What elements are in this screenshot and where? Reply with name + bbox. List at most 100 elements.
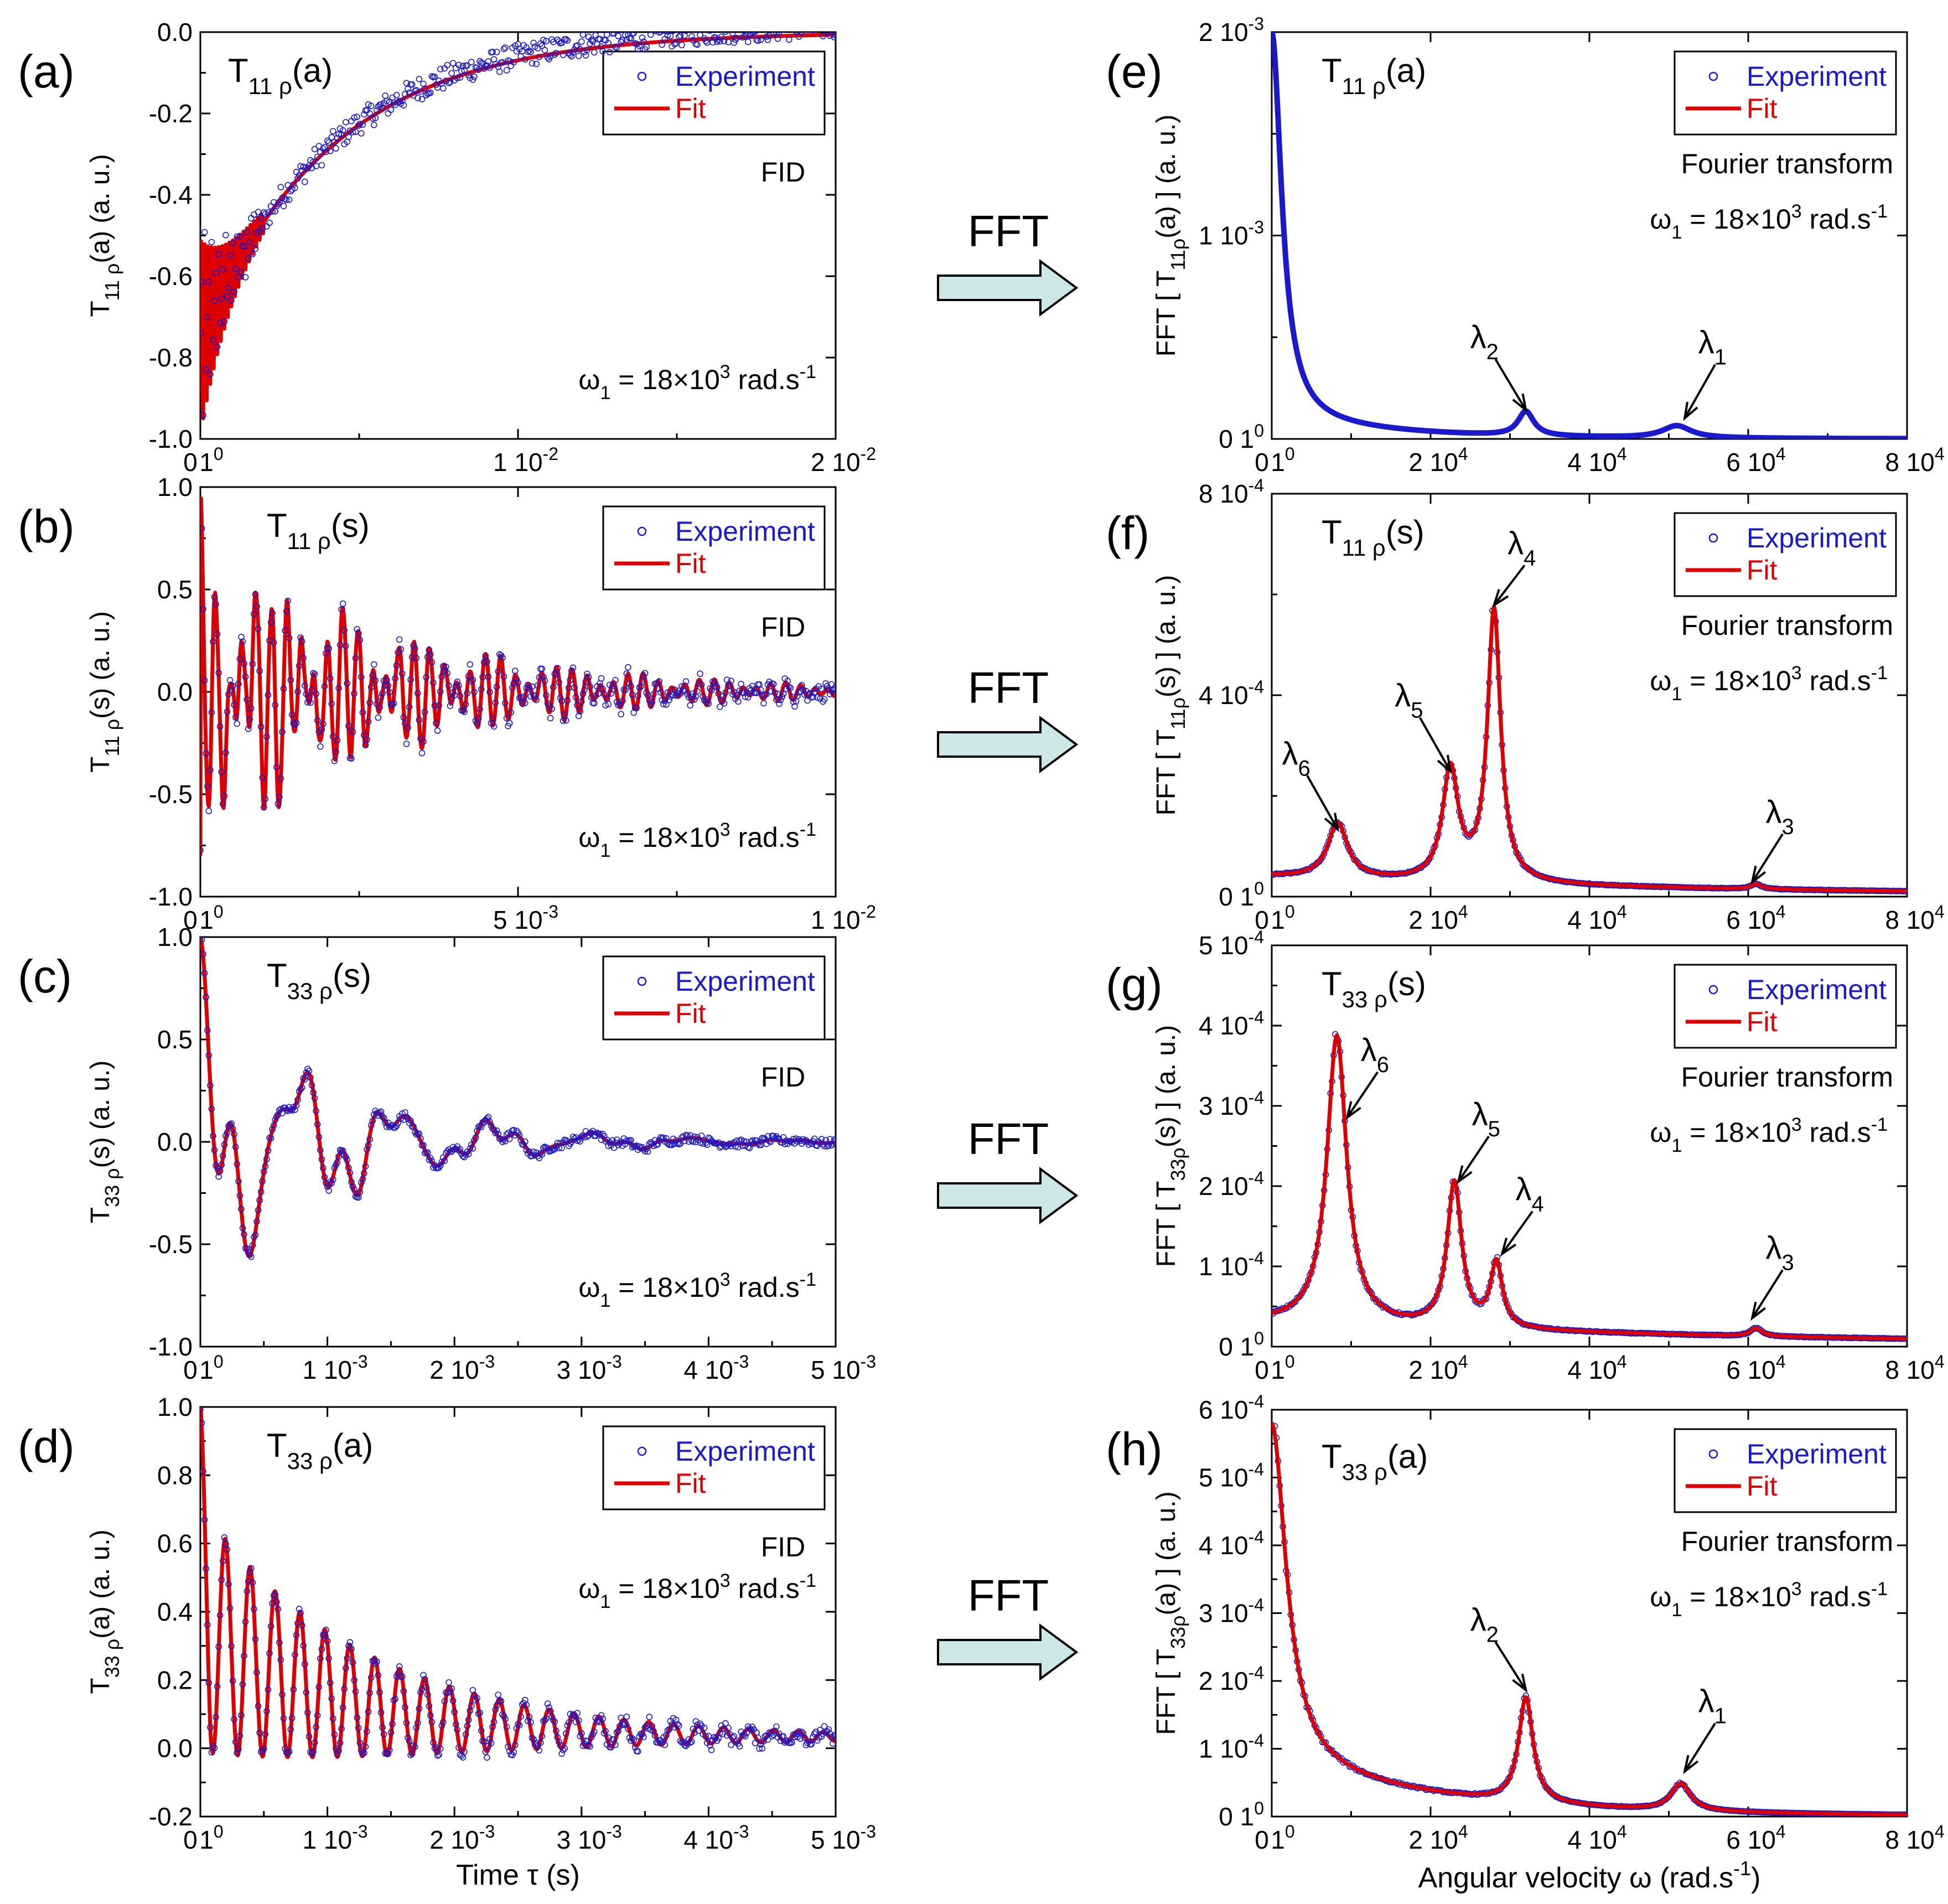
data-point <box>383 97 390 104</box>
data-point <box>779 26 785 32</box>
legend-fit-label: Fit <box>675 1468 706 1499</box>
data-point <box>417 1135 424 1142</box>
data-point <box>465 1716 472 1724</box>
y-tick-label: 0.0 <box>157 1734 193 1763</box>
data-point <box>201 1517 208 1523</box>
data-point <box>392 675 398 682</box>
x-tick-label: 2 104 <box>1408 1352 1468 1384</box>
data-point <box>292 721 298 728</box>
data-point <box>367 102 375 110</box>
data-point <box>216 1167 224 1175</box>
data-point <box>263 1156 270 1163</box>
data-point <box>685 1138 692 1145</box>
data-point <box>609 683 616 690</box>
data-point <box>557 695 564 701</box>
data-point <box>200 1407 204 1413</box>
data-point <box>349 1659 356 1666</box>
data-point <box>666 23 672 28</box>
data-point <box>759 1745 766 1752</box>
data-point <box>232 1144 239 1151</box>
data-point <box>457 692 464 700</box>
data-point <box>564 37 571 44</box>
x-tick-label: 6 104 <box>1726 444 1785 477</box>
data-point <box>317 1655 324 1662</box>
data-point <box>523 1701 530 1709</box>
data-point <box>784 22 789 28</box>
data-point <box>740 690 747 696</box>
data-point <box>630 32 637 37</box>
data-point <box>527 693 534 700</box>
legend-box <box>1674 1428 1897 1513</box>
y-tick-label: 0 10 <box>1219 1328 1264 1361</box>
data-point <box>612 677 619 684</box>
data-point <box>421 708 428 716</box>
data-point <box>612 1741 619 1748</box>
data-point <box>356 1189 364 1196</box>
data-point <box>224 708 231 715</box>
data-point <box>698 1132 705 1139</box>
x-tick-label: 2 10-3 <box>429 1822 495 1854</box>
panel-label: (c) <box>18 950 72 1002</box>
y-axis-label: T33 ρ(a) (a. u.) <box>86 1529 123 1694</box>
data-point <box>437 688 444 695</box>
data-point <box>204 1027 211 1034</box>
data-point <box>213 601 219 608</box>
data-point <box>459 707 467 714</box>
data-point <box>584 670 590 677</box>
data-point <box>682 678 690 685</box>
data-point <box>430 679 437 686</box>
data-point <box>387 1729 395 1736</box>
data-point <box>738 681 744 687</box>
data-point <box>421 85 428 92</box>
data-point <box>246 1251 253 1258</box>
data-point <box>687 1739 693 1746</box>
legend-experiment-label: Experiment <box>1747 1439 1887 1470</box>
data-point <box>200 412 206 418</box>
data-point <box>692 25 697 30</box>
data-point <box>234 1750 241 1756</box>
data-point <box>218 1576 225 1583</box>
data-point <box>814 32 816 33</box>
data-point <box>761 16 766 22</box>
data-point <box>263 733 270 740</box>
data-point <box>717 38 723 45</box>
data-point <box>433 720 439 727</box>
y-axis-label: T11 ρ(a) (a. u.) <box>86 154 123 317</box>
y-tick-label: -0.8 <box>149 343 193 372</box>
data-point <box>620 1721 628 1728</box>
data-point <box>688 1738 695 1745</box>
data-point <box>367 1122 375 1129</box>
data-point <box>390 1697 397 1704</box>
data-point <box>389 1721 396 1727</box>
data-point <box>379 1113 386 1120</box>
data-point <box>428 1157 436 1165</box>
lambda-label: λ2 <box>1470 319 1499 364</box>
data-point <box>314 1121 321 1128</box>
data-point <box>402 1704 408 1711</box>
data-point <box>472 1134 479 1141</box>
y-axis-label: T11 ρ(s) (a. u.) <box>86 611 123 773</box>
data-point <box>339 127 346 134</box>
data-point <box>694 688 701 695</box>
data-point <box>210 336 216 343</box>
data-point <box>533 60 540 68</box>
data-point <box>709 678 716 685</box>
x-tick-label: 8 104 <box>1885 1352 1944 1384</box>
data-point <box>510 59 517 66</box>
data-point <box>451 1709 458 1715</box>
data-point <box>702 38 709 44</box>
data-point <box>428 1719 436 1725</box>
data-point <box>569 1711 577 1718</box>
data-point <box>265 691 272 699</box>
data-point <box>304 1709 311 1716</box>
data-point <box>686 24 692 29</box>
data-point <box>349 1183 356 1190</box>
data-point <box>584 46 590 54</box>
data-point <box>525 48 531 55</box>
data-point <box>678 683 685 690</box>
legend-box <box>1674 50 1897 136</box>
data-point <box>661 26 666 32</box>
data-point <box>633 705 640 711</box>
data-point <box>282 627 288 634</box>
fid-label: FID <box>761 157 806 188</box>
